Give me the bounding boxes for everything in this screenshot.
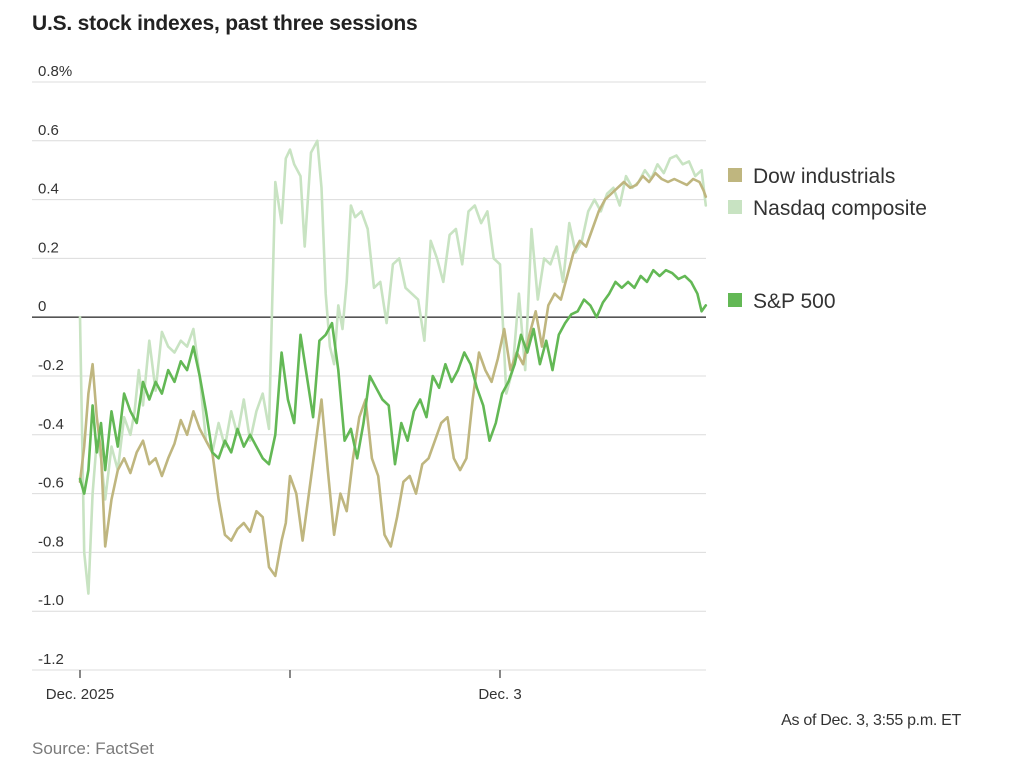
y-tick-label: 0.4 — [38, 181, 59, 198]
series-line-dow-industrials — [78, 171, 708, 578]
series-line-sandp-500 — [78, 268, 708, 495]
legend-label-nasdaq-composite: Nasdaq composite — [753, 197, 927, 220]
legend-swatch-dow-industrials — [728, 168, 742, 182]
y-tick-label: -1.2 — [38, 651, 64, 668]
y-tick-label: 0.2 — [38, 239, 59, 256]
legend-swatch-sandp-500 — [728, 293, 742, 307]
legend-label-sandp-500: S&P 500 — [753, 290, 836, 313]
as-of-timestamp: As of Dec. 3, 3:55 p.m. ET — [781, 712, 961, 729]
y-tick-label: 0.8% — [38, 63, 72, 80]
x-axis: Dec. 2025 Dec. 3 — [46, 670, 522, 703]
y-tick-label: 0 — [38, 298, 46, 315]
y-tick-label: -0.4 — [38, 416, 64, 433]
x-tick-label: Dec. 3 — [478, 686, 521, 703]
legend-label-dow-industrials: Dow industrials — [753, 165, 895, 188]
series-lines — [78, 139, 708, 595]
y-tick-label: -0.6 — [38, 475, 64, 492]
y-tick-label: -0.8 — [38, 533, 64, 550]
legend-swatch-nasdaq-composite — [728, 200, 742, 214]
y-tick-label: -0.2 — [38, 357, 64, 374]
y-tick-label: 0.6 — [38, 122, 59, 139]
x-tick-label: Dec. 2025 — [46, 686, 114, 703]
chart-title: U.S. stock indexes, past three sessions — [32, 12, 418, 35]
legend: Dow industrials Nasdaq composite S&P 500 — [728, 165, 927, 313]
series-line-nasdaq-composite — [78, 139, 708, 595]
source-note: Source: FactSet — [32, 739, 154, 758]
y-tick-label: -1.0 — [38, 592, 64, 609]
y-axis-tick-labels: 0.8% 0.6 0.4 0.2 0 -0.2 -0.4 -0.6 -0.8 -1.0 -1.2 — [38, 63, 72, 668]
